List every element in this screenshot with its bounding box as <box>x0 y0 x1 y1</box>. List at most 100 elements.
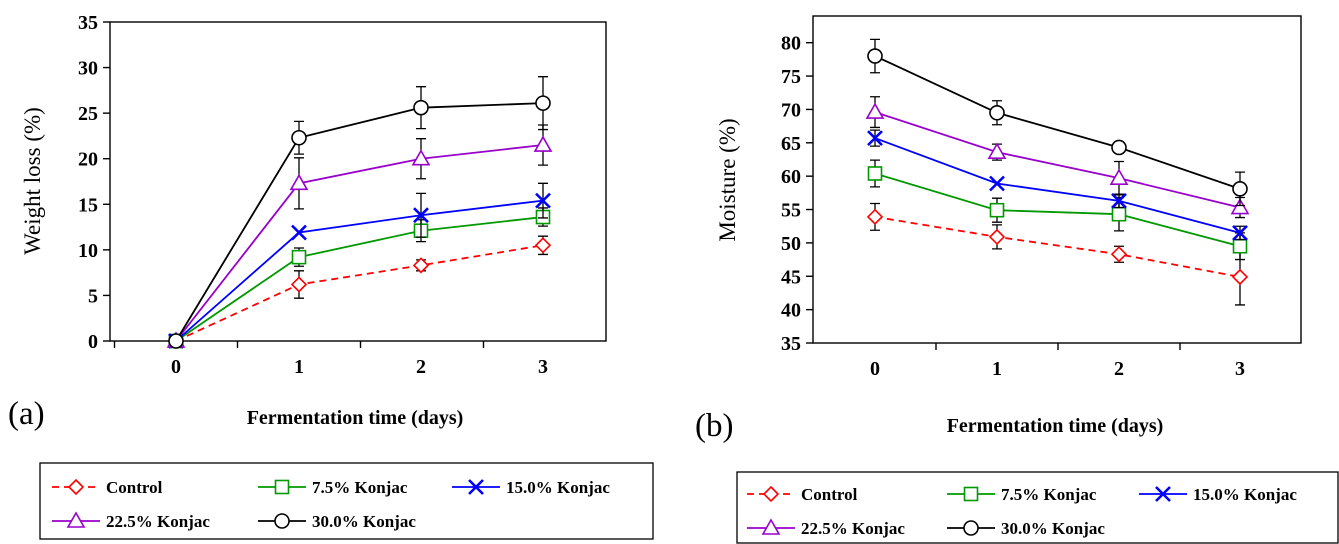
series-line <box>874 137 1241 234</box>
legend-marker <box>67 478 85 496</box>
data-point <box>988 228 1006 246</box>
legend-item: Control <box>52 478 163 497</box>
y-tick-label: 55 <box>781 200 801 222</box>
data-point <box>989 175 1005 192</box>
panel-label: (a) <box>8 396 45 432</box>
y-tick-label: 80 <box>781 33 801 55</box>
legend-item: Control <box>747 485 858 504</box>
x-tick-label: 3 <box>538 356 548 378</box>
data-point <box>1232 238 1248 254</box>
legend-item: 30.0% Konjac <box>947 519 1105 538</box>
plot-area <box>812 15 1302 344</box>
data-point <box>1110 246 1128 263</box>
series-line <box>175 199 544 342</box>
series-line <box>874 172 1241 248</box>
legend-item: 7.5% Konjac <box>258 478 408 497</box>
plot-area <box>109 21 607 342</box>
legend-item: 22.5% Konjac <box>747 518 905 538</box>
y-tick-label: 60 <box>781 166 801 188</box>
series-line <box>175 244 544 342</box>
legend-marker <box>274 479 290 495</box>
legend-label: 15.0% Konjac <box>506 478 610 497</box>
data-point <box>865 102 885 119</box>
y-tick-label: 5 <box>88 285 98 307</box>
x-axis-title: Fermentation time (days) <box>247 407 464 429</box>
y-tick-label: 10 <box>78 240 98 262</box>
series-30-0-konjac <box>867 38 1248 207</box>
y-tick-label: 75 <box>781 66 801 88</box>
data-point <box>1111 192 1127 209</box>
data-point <box>535 192 551 209</box>
data-point <box>1109 168 1129 185</box>
y-tick-label: 70 <box>781 99 801 121</box>
legend: Control 7.5% Konjac 15.0% Konjac 22.5% Konj… <box>736 471 1339 544</box>
y-tick-label: 40 <box>781 300 801 322</box>
data-point <box>413 207 429 224</box>
panel-label: (b) <box>695 408 733 444</box>
y-tick-label: 20 <box>78 149 98 171</box>
data-point <box>1232 181 1248 197</box>
data-point <box>989 104 1005 121</box>
legend-marker <box>274 513 290 529</box>
data-point <box>987 142 1007 159</box>
legend-item: 7.5% Konjac <box>947 485 1097 504</box>
y-tick-label: 0 <box>88 331 98 353</box>
y-tick-label: 30 <box>78 58 98 80</box>
y-tick-label: 35 <box>78 12 98 34</box>
series-30-0-konjac <box>168 76 551 349</box>
legend-marker <box>468 479 484 495</box>
x-tick-label: 1 <box>992 358 1002 380</box>
data-point <box>291 249 307 265</box>
series-control <box>866 202 1249 306</box>
series-22-5-konjac <box>166 124 553 348</box>
y-tick-label: 50 <box>781 233 801 255</box>
legend-label: Control <box>106 478 163 497</box>
x-tick-label: 2 <box>1114 358 1124 380</box>
legend-box <box>39 462 654 540</box>
data-point <box>1111 206 1127 222</box>
data-point <box>1111 139 1127 156</box>
y-tick-label: 15 <box>78 194 98 216</box>
legend-marker <box>963 520 979 536</box>
series-line <box>175 216 544 342</box>
legend-item: 30.0% Konjac <box>258 512 416 531</box>
data-point <box>291 129 307 146</box>
data-point <box>533 135 553 152</box>
legend-item: 15.0% Konjac <box>1139 485 1297 504</box>
x-axis-title: Fermentation time (days) <box>947 415 1164 437</box>
legend-marker <box>762 485 780 503</box>
data-point <box>413 99 429 116</box>
data-point <box>290 276 308 293</box>
legend-label: 30.0% Konjac <box>1001 519 1105 538</box>
data-point <box>168 333 184 349</box>
legend-label: 22.5% Konjac <box>106 512 210 531</box>
data-point <box>1232 224 1248 241</box>
y-tick-label: 65 <box>781 133 801 155</box>
legend-item: 22.5% Konjac <box>52 511 210 531</box>
chart-panel-a: 0 5 10 15 20 25 30 35 0 1 2 3 Weight loss (%) Ferment… <box>8 12 654 540</box>
legend-marker <box>761 518 781 535</box>
series-15-0-konjac <box>168 182 551 349</box>
series-line <box>874 55 1241 190</box>
x-tick-label: 3 <box>1235 358 1245 380</box>
legend: Control 7.5% Konjac 15.0% Konjac 22.5% Konj… <box>39 462 654 540</box>
series-line <box>874 215 1241 278</box>
series-line <box>175 102 544 342</box>
data-point <box>989 202 1005 218</box>
y-axis-title: Weight loss (%) <box>20 107 45 255</box>
data-point <box>1231 268 1249 286</box>
data-point <box>867 48 883 64</box>
data-point <box>866 208 884 226</box>
legend-marker <box>66 511 86 528</box>
y-tick-label: 25 <box>78 103 98 125</box>
legend-marker <box>963 486 979 502</box>
series-15-0-konjac <box>867 129 1248 241</box>
series-line <box>175 144 544 342</box>
data-point <box>289 173 309 191</box>
x-tick-label: 1 <box>294 356 304 378</box>
data-point <box>867 166 883 181</box>
series-control <box>167 235 552 350</box>
series-line <box>874 111 1241 209</box>
y-tick-label: 35 <box>781 333 801 355</box>
data-point <box>412 257 430 274</box>
